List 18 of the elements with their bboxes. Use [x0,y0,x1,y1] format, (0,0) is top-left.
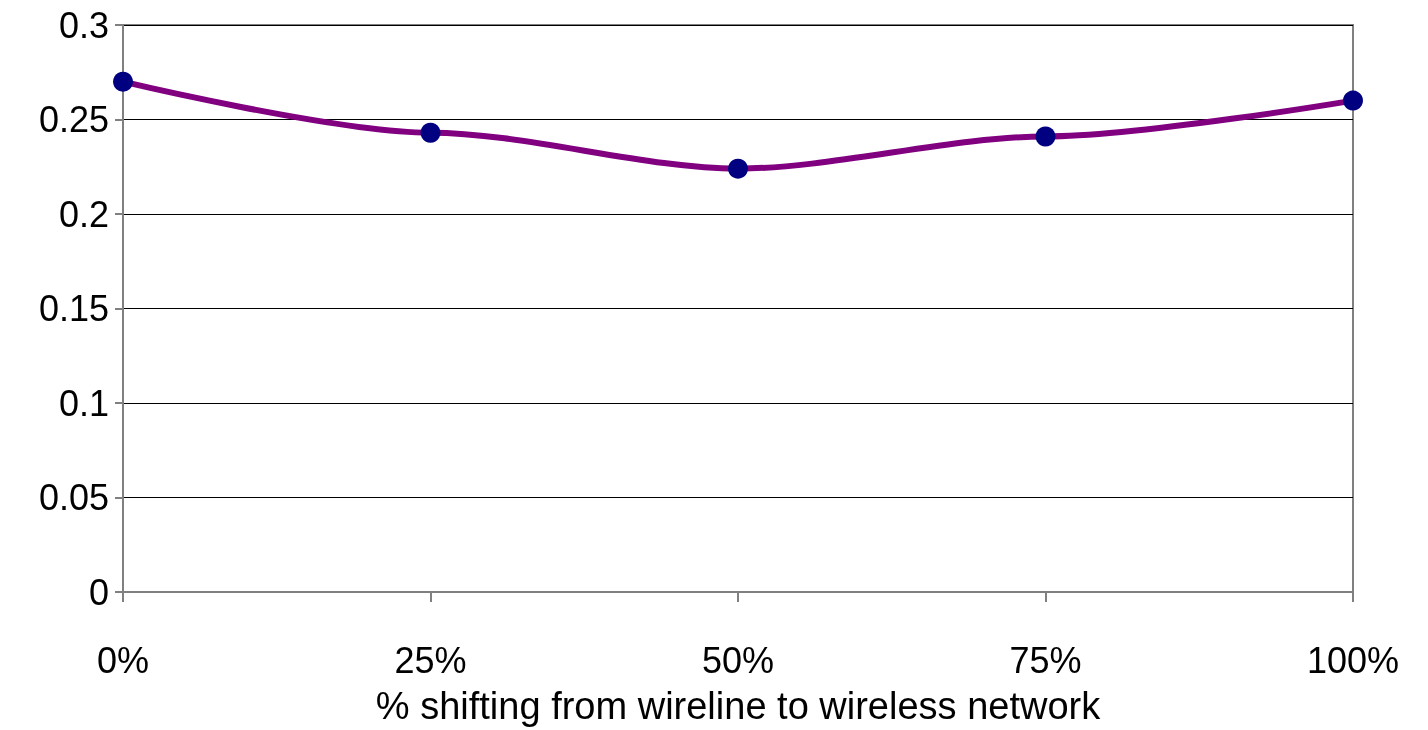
x-axis-title: % shifting from wireline to wireless network [375,685,1102,727]
y-tick-label: 0.3 [58,4,109,46]
point [728,158,748,179]
x-tick-label: 25% [394,639,467,681]
x-tick-label: 50% [701,639,775,681]
y-tick-label: 0.2 [58,193,109,235]
y-tick-label: 0.15 [38,288,109,329]
point [113,71,133,92]
y-tick-label: 0.25 [38,99,109,140]
x-tick-label: 0% [96,639,150,681]
point [420,122,441,143]
y-tick-label: 0.05 [38,477,109,518]
y-tick-label: 0 [88,571,109,613]
point [1343,90,1363,111]
point [1035,126,1056,147]
x-tick-label: 75% [1009,639,1082,681]
x-tick-label: 100% [1306,639,1400,681]
y-tick-label: 0.1 [58,382,109,424]
